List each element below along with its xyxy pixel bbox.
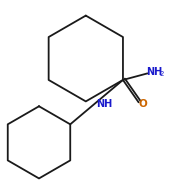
Text: NH: NH (146, 67, 162, 77)
Text: O: O (138, 99, 147, 109)
Text: NH: NH (96, 99, 113, 109)
Text: 2: 2 (159, 71, 164, 77)
